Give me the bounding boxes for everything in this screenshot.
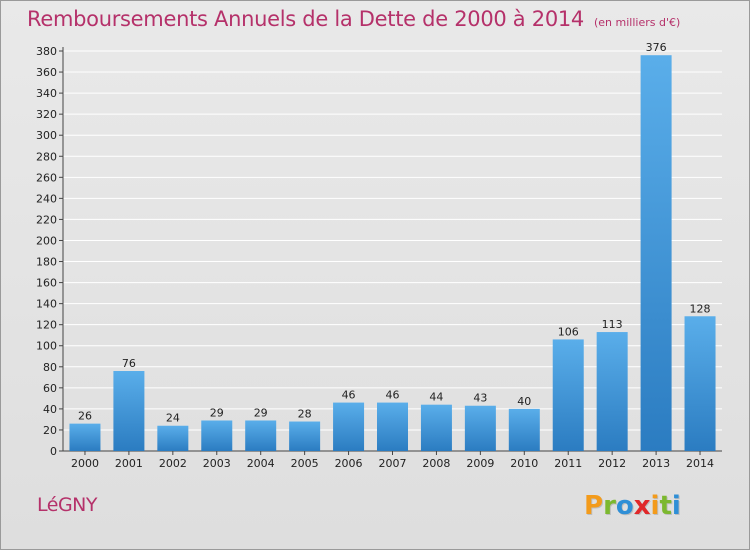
logo-letter: r (603, 491, 616, 521)
bar (508, 408, 540, 451)
y-tick-label: 240 (36, 192, 57, 205)
bar-value-label: 46 (386, 389, 400, 402)
x-tick-label: 2008 (422, 457, 450, 470)
bar (201, 420, 233, 451)
y-tick-label: 20 (43, 424, 57, 437)
x-tick-label: 2010 (510, 457, 538, 470)
x-tick-label: 2011 (554, 457, 582, 470)
bar (333, 402, 365, 451)
y-tick-label: 100 (36, 340, 57, 353)
bar (69, 423, 101, 451)
bar-value-label: 106 (558, 325, 579, 338)
y-tick-label: 60 (43, 382, 57, 395)
bar-value-label: 24 (166, 412, 180, 425)
y-tick-label: 260 (36, 171, 57, 184)
y-tick-label: 120 (36, 319, 57, 332)
x-tick-label: 2000 (71, 457, 99, 470)
bar (552, 339, 584, 451)
logo-letter: o (615, 491, 634, 521)
proxiti-logo: Proxiti (584, 491, 681, 521)
x-tick-label: 2006 (335, 457, 363, 470)
y-tick-label: 40 (43, 403, 57, 416)
bar (684, 316, 716, 451)
bar-value-label: 113 (602, 318, 623, 331)
bar (245, 420, 277, 451)
bar-value-label: 28 (298, 408, 312, 421)
logo-letter: i (650, 491, 660, 521)
y-tick-label: 200 (36, 234, 57, 247)
bar-value-label: 46 (342, 389, 356, 402)
y-tick-label: 360 (36, 66, 57, 79)
bar (464, 405, 496, 451)
logo-letter: P (584, 491, 604, 521)
y-tick-label: 300 (36, 129, 57, 142)
y-tick-label: 380 (36, 45, 57, 58)
logo-letter: t (659, 491, 672, 521)
bar (377, 402, 408, 451)
bar-value-label: 128 (690, 302, 711, 315)
bar-value-label: 43 (473, 392, 487, 405)
x-tick-label: 2007 (379, 457, 407, 470)
y-tick-label: 0 (50, 445, 57, 458)
bar-value-label: 29 (210, 406, 224, 419)
chart-title-row: Remboursements Annuels de la Dette de 20… (27, 7, 680, 31)
bar (157, 425, 189, 451)
y-tick-label: 180 (36, 256, 57, 269)
bar (640, 55, 672, 452)
bar-value-label: 29 (254, 406, 268, 419)
bar (113, 371, 145, 451)
x-tick-label: 2009 (466, 457, 494, 470)
x-tick-label: 2014 (686, 457, 714, 470)
bar (596, 332, 628, 451)
y-tick-label: 280 (36, 150, 57, 163)
bar-value-label: 26 (78, 410, 92, 423)
y-tick-label: 340 (36, 87, 57, 100)
x-tick-label: 2005 (291, 457, 319, 470)
chart-subtitle: (en milliers d'€) (594, 16, 681, 29)
town-name: LéGNY (37, 494, 97, 516)
x-tick-label: 2013 (642, 457, 670, 470)
bar (420, 404, 452, 451)
y-tick-label: 140 (36, 298, 57, 311)
y-tick-label: 220 (36, 213, 57, 226)
y-tick-label: 160 (36, 277, 57, 290)
x-tick-label: 2004 (247, 457, 275, 470)
bar-value-label: 40 (517, 395, 531, 408)
x-tick-label: 2003 (203, 457, 231, 470)
x-tick-label: 2002 (159, 457, 187, 470)
bar (289, 421, 321, 451)
bar-value-label: 376 (646, 41, 667, 54)
x-tick-label: 2001 (115, 457, 143, 470)
bar-value-label: 44 (429, 391, 443, 404)
y-tick-label: 320 (36, 108, 57, 121)
logo-letter: i (671, 491, 681, 521)
y-tick-label: 80 (43, 361, 57, 374)
bar-value-label: 76 (122, 357, 136, 370)
logo-letter: x (633, 491, 651, 521)
x-tick-label: 2012 (598, 457, 626, 470)
chart-title: Remboursements Annuels de la Dette de 20… (27, 7, 584, 31)
